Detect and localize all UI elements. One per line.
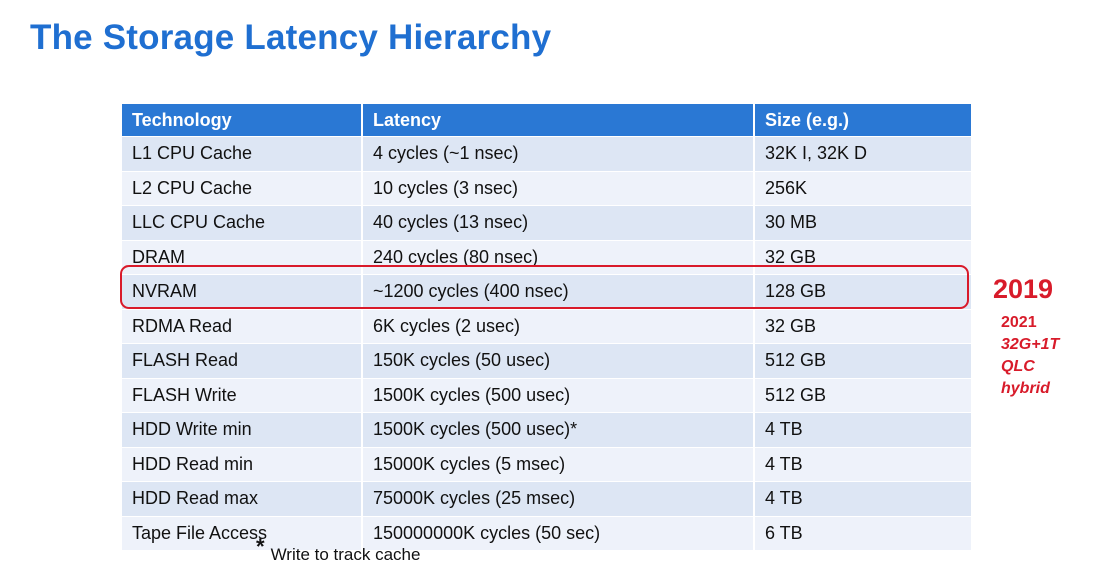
annotation-hybrid: hybrid [1001, 380, 1050, 397]
latency-cell: ~1200 cycles (400 nsec) [362, 274, 755, 310]
annotation-year: 2019 [993, 274, 1054, 304]
footnote-text: Write to track cache [270, 545, 421, 564]
table-row: Tape File Access 150000000K cycles (50 s… [122, 516, 971, 551]
size-cell: 512 GB [754, 343, 971, 379]
table-row: RDMA Read 6K cycles (2 usec) 32 GB [122, 309, 971, 344]
size-cell: 512 GB [754, 378, 971, 413]
annotation-note: 2021 32G+1T QLC hybrid [1001, 312, 1059, 400]
annotation-qlc: QLC [1001, 358, 1035, 375]
technology-cell: HDD Read min [122, 447, 363, 482]
table-row: DRAM 240 cycles (80 nsec) 32 GB [122, 240, 971, 275]
table-header-row: Technology Latency Size (e.g.) [122, 104, 971, 137]
latency-cell: 10 cycles (3 nsec) [362, 171, 755, 206]
technology-cell: FLASH Read [122, 343, 363, 379]
size-cell: 32 GB [754, 309, 971, 344]
size-cell: 4 TB [754, 447, 971, 482]
column-header-size: Size (e.g.) [754, 104, 971, 137]
technology-cell: FLASH Write [122, 378, 363, 413]
table-row: L1 CPU Cache 4 cycles (~1 nsec) 32K I, 3… [122, 136, 971, 172]
latency-cell: 150K cycles (50 usec) [362, 343, 755, 379]
technology-cell: L1 CPU Cache [122, 136, 363, 172]
technology-cell: RDMA Read [122, 309, 363, 344]
table-row: L2 CPU Cache 10 cycles (3 nsec) 256K [122, 171, 971, 206]
latency-table-container: Technology Latency Size (e.g.) L1 CPU Ca… [122, 104, 971, 551]
technology-cell: Tape File Access [122, 516, 363, 551]
technology-cell: HDD Write min [122, 412, 363, 448]
annotation-year-2021: 2021 [1001, 314, 1037, 331]
latency-cell: 240 cycles (80 nsec) [362, 240, 755, 275]
footnote: * Write to track cache [256, 534, 421, 566]
size-cell: 30 MB [754, 205, 971, 241]
table-row: HDD Read max 75000K cycles (25 msec) 4 T… [122, 481, 971, 517]
technology-cell: L2 CPU Cache [122, 171, 363, 206]
column-header-technology: Technology [122, 104, 363, 137]
latency-cell: 4 cycles (~1 nsec) [362, 136, 755, 172]
latency-cell: 6K cycles (2 usec) [362, 309, 755, 344]
latency-cell: 75000K cycles (25 msec) [362, 481, 755, 517]
table-row-highlighted: NVRAM ~1200 cycles (400 nsec) 128 GB [122, 274, 971, 310]
footnote-marker: * [256, 534, 265, 559]
latency-cell: 1500K cycles (500 usec) [362, 378, 755, 413]
size-cell: 4 TB [754, 481, 971, 517]
table-row: HDD Write min 1500K cycles (500 usec)* 4… [122, 412, 971, 448]
technology-cell: DRAM [122, 240, 363, 275]
size-cell: 256K [754, 171, 971, 206]
table-row: FLASH Write 1500K cycles (500 usec) 512 … [122, 378, 971, 413]
annotation-capacity: 32G+1T [1001, 336, 1060, 353]
column-header-latency: Latency [362, 104, 755, 137]
technology-cell: NVRAM [122, 274, 363, 310]
technology-cell: LLC CPU Cache [122, 205, 363, 241]
latency-cell: 150000000K cycles (50 sec) [362, 516, 755, 551]
latency-cell: 1500K cycles (500 usec)* [362, 412, 755, 448]
slide-title: The Storage Latency Hierarchy [30, 18, 552, 57]
size-cell: 4 TB [754, 412, 971, 448]
size-cell: 32 GB [754, 240, 971, 275]
size-cell: 32K I, 32K D [754, 136, 971, 172]
size-cell: 128 GB [754, 274, 971, 310]
size-cell: 6 TB [754, 516, 971, 551]
table-row: FLASH Read 150K cycles (50 usec) 512 GB [122, 343, 971, 379]
technology-cell: HDD Read max [122, 481, 363, 517]
latency-cell: 40 cycles (13 nsec) [362, 205, 755, 241]
latency-cell: 15000K cycles (5 msec) [362, 447, 755, 482]
table-row: HDD Read min 15000K cycles (5 msec) 4 TB [122, 447, 971, 482]
table-row: LLC CPU Cache 40 cycles (13 nsec) 30 MB [122, 205, 971, 241]
latency-table: Technology Latency Size (e.g.) L1 CPU Ca… [122, 104, 971, 551]
